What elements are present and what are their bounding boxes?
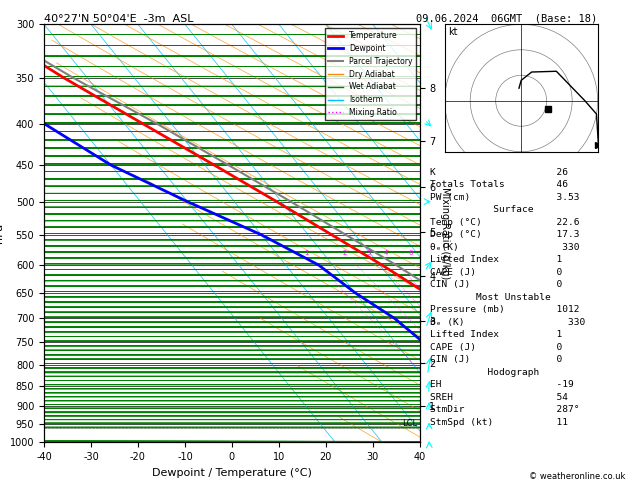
Y-axis label: hPa: hPa: [0, 223, 4, 243]
Text: 09.06.2024  06GMT  (Base: 18): 09.06.2024 06GMT (Base: 18): [416, 14, 598, 23]
Text: 40°27'N 50°04'E  -3m  ASL: 40°27'N 50°04'E -3m ASL: [44, 14, 194, 23]
Text: 2: 2: [343, 250, 347, 256]
Text: K                     26
Totals Totals         46
PW (cm)               3.53
   : K 26 Totals Totals 46 PW (cm) 3.53: [430, 168, 603, 439]
Text: kt: kt: [448, 27, 457, 37]
Text: 4: 4: [383, 250, 387, 256]
Y-axis label: Mixing Ratio (g/kg): Mixing Ratio (g/kg): [440, 187, 450, 279]
Text: 3: 3: [366, 250, 370, 256]
Legend: Temperature, Dewpoint, Parcel Trajectory, Dry Adiabat, Wet Adiabat, Isotherm, Mi: Temperature, Dewpoint, Parcel Trajectory…: [325, 28, 416, 120]
Text: 6: 6: [408, 250, 413, 256]
Text: LCL: LCL: [402, 419, 417, 428]
Text: © weatheronline.co.uk: © weatheronline.co.uk: [530, 472, 626, 481]
X-axis label: Dewpoint / Temperature (°C): Dewpoint / Temperature (°C): [152, 468, 312, 478]
Text: 1: 1: [304, 250, 309, 256]
